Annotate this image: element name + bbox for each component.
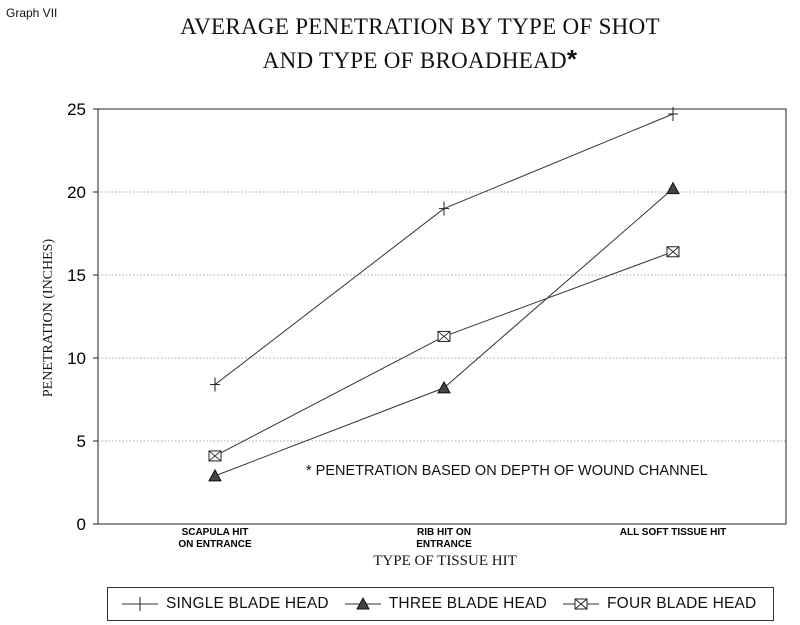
data-point-single-blade-head bbox=[439, 201, 449, 216]
chart-title-text-2: AND TYPE OF BROADHEAD bbox=[262, 48, 567, 73]
y-tick-label: 20 bbox=[67, 183, 86, 202]
chart-title-line-1: AVERAGE PENETRATION BY TYPE OF SHOT bbox=[100, 14, 740, 40]
data-point-four-blade-head bbox=[208, 450, 222, 462]
legend-swatch-boxed-x-icon bbox=[563, 598, 600, 610]
chart-legend: SINGLE BLADE HEAD THREE BLADE HEAD FOUR BL… bbox=[107, 587, 774, 621]
chart-title-text-1: AVERAGE PENETRATION BY TYPE OF SHOT bbox=[180, 14, 660, 39]
data-point-four-blade-head bbox=[666, 246, 680, 258]
legend-swatch-triangle-icon bbox=[344, 596, 381, 610]
x-tick-label: RIB HIT ON ENTRANCE bbox=[416, 527, 472, 550]
series-line-single-blade-head bbox=[214, 113, 674, 385]
x-tick-label: ALL SOFT TISSUE HIT bbox=[620, 527, 726, 538]
data-point-three-blade-head bbox=[437, 380, 451, 394]
graph-label: Graph VII bbox=[6, 6, 58, 20]
chart-title-line-2: AND TYPE OF BROADHEAD* bbox=[100, 44, 740, 75]
legend-item-three-blade-head: THREE BLADE HEAD bbox=[343, 595, 547, 613]
data-point-four-blade-head bbox=[437, 330, 451, 342]
title-asterisk: * bbox=[566, 44, 578, 74]
legend-swatch-plus-icon bbox=[122, 597, 158, 611]
series-line-four-blade-head bbox=[214, 251, 674, 457]
plot-frame bbox=[97, 108, 787, 525]
y-tick-label: 5 bbox=[77, 432, 86, 451]
data-point-three-blade-head bbox=[208, 468, 222, 482]
y-tick-label: 10 bbox=[67, 349, 86, 368]
data-point-single-blade-head bbox=[210, 377, 220, 392]
x-axis-label: TYPE OF TISSUE HIT bbox=[373, 553, 517, 569]
y-tick-label: 25 bbox=[67, 100, 86, 119]
legend-label: SINGLE BLADE HEAD bbox=[166, 595, 329, 612]
data-point-three-blade-head bbox=[666, 181, 680, 195]
legend-item-single-blade-head: SINGLE BLADE HEAD bbox=[120, 595, 329, 613]
footnote-annotation: * PENETRATION BASED ON DEPTH OF WOUND CH… bbox=[306, 463, 708, 479]
data-point-single-blade-head bbox=[668, 106, 678, 121]
y-axis-label: PENETRATION (INCHES) bbox=[41, 238, 56, 398]
y-tick-label: 15 bbox=[67, 266, 86, 285]
x-tick-label: SCAPULA HIT ON ENTRANCE bbox=[178, 527, 252, 550]
legend-item-four-blade-head: FOUR BLADE HEAD bbox=[561, 595, 756, 613]
y-tick-label: 0 bbox=[77, 515, 86, 534]
legend-label: THREE BLADE HEAD bbox=[388, 595, 548, 612]
legend-label: FOUR BLADE HEAD bbox=[607, 595, 757, 612]
